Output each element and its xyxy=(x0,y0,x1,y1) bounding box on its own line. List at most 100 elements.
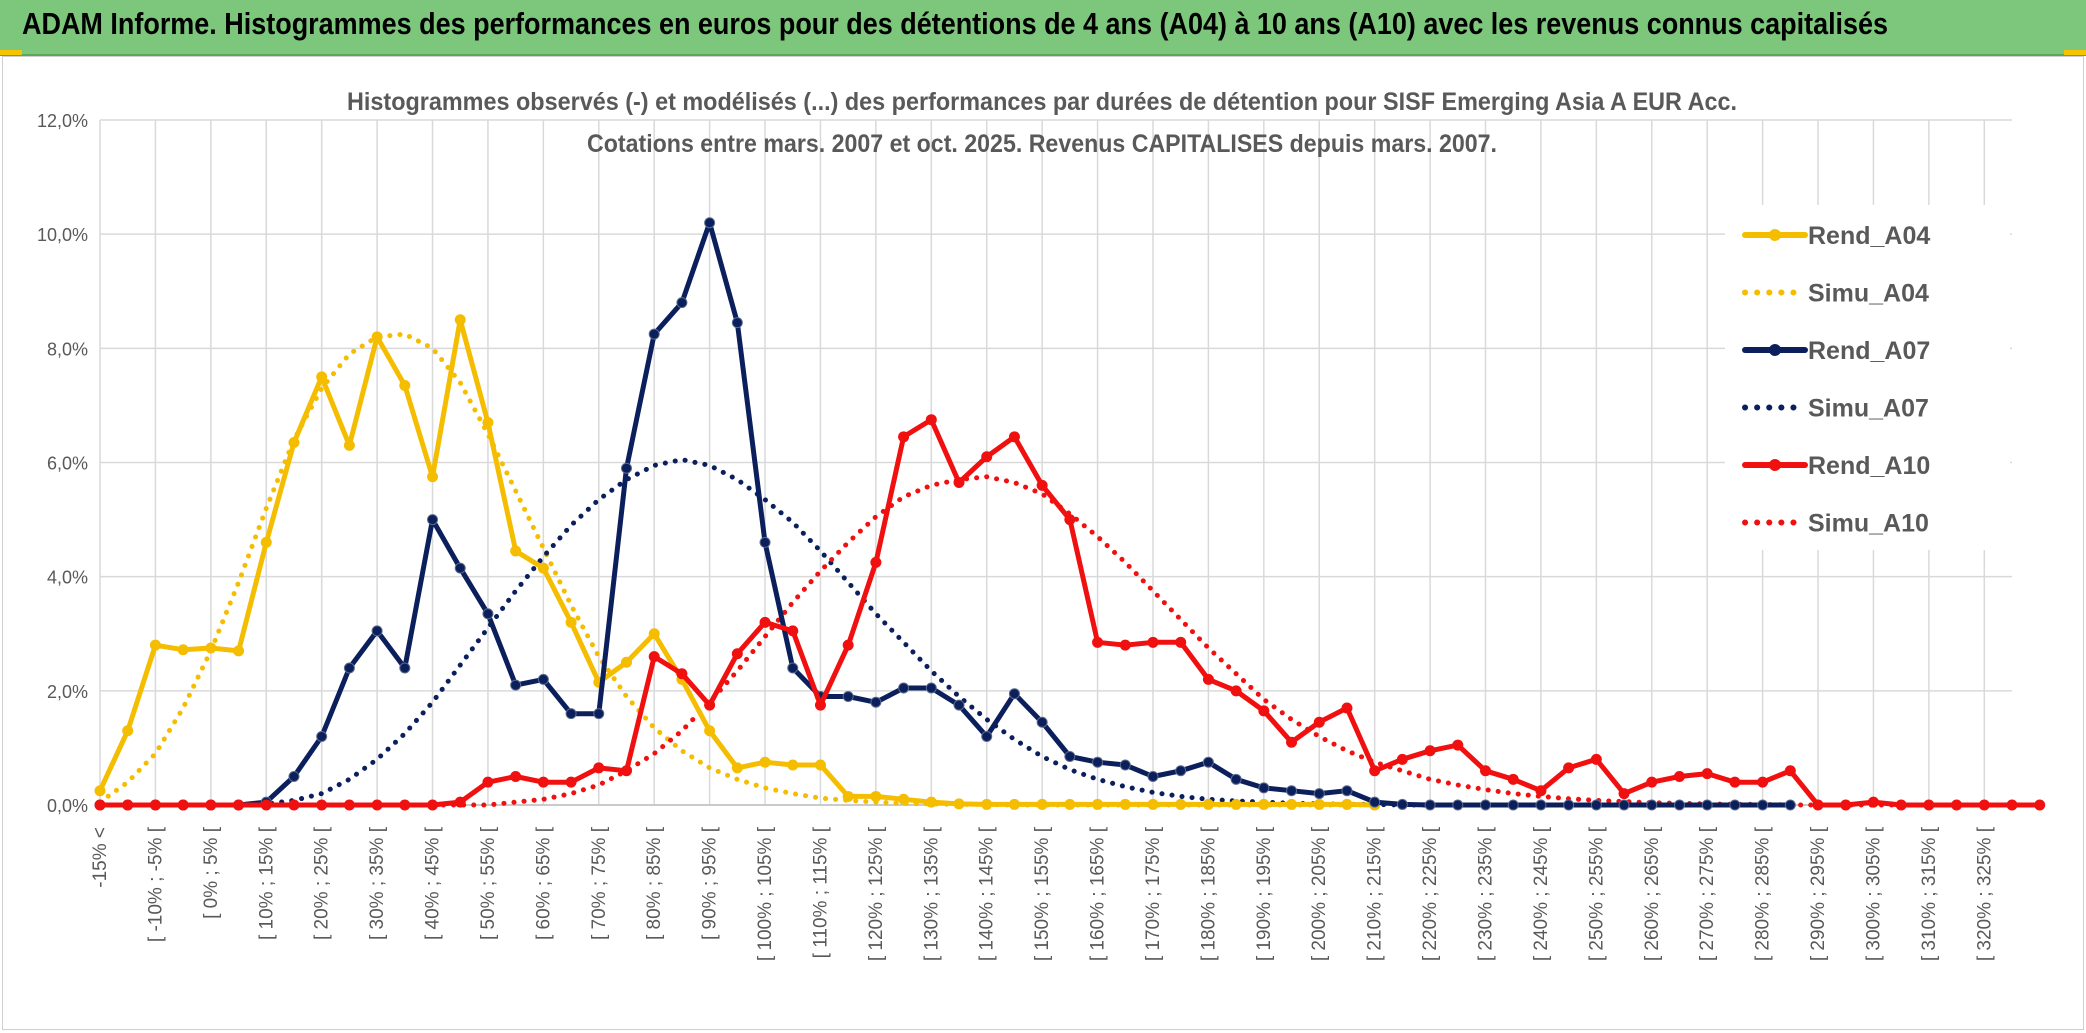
data-point-Rend_A10 xyxy=(620,765,632,777)
legend-marker-Rend_A10 xyxy=(1769,459,1781,471)
data-point-Rend_A10 xyxy=(1064,514,1076,526)
data-point-Rend_A10 xyxy=(1757,776,1769,788)
x-tick-label: [ 70% ; 75% [ xyxy=(589,826,610,940)
x-tick-label: [ 170% ; 175% [ xyxy=(1143,826,1164,961)
data-point-Rend_A04 xyxy=(537,562,549,574)
data-point-Rend_A10 xyxy=(1563,762,1575,774)
data-point-Rend_A10 xyxy=(1258,705,1270,717)
data-point-Rend_A10 xyxy=(1784,765,1796,777)
x-tick-label: [ 110% ; 115% [ xyxy=(810,826,831,958)
data-point-Rend_A04 xyxy=(1313,798,1325,810)
data-point-Rend_A07 xyxy=(399,662,411,674)
data-point-Rend_A10 xyxy=(399,799,411,811)
x-tick-label: [ 90% ; 95% [ xyxy=(700,826,721,940)
data-point-Rend_A10 xyxy=(427,799,439,811)
data-point-Rend_A07 xyxy=(1175,765,1187,777)
data-point-Rend_A04 xyxy=(1119,798,1131,810)
data-point-Rend_A07 xyxy=(870,696,882,708)
x-tick-label: [ 160% ; 165% [ xyxy=(1088,826,1109,961)
data-point-Rend_A10 xyxy=(1147,636,1159,648)
data-point-Rend_A04 xyxy=(1008,798,1020,810)
data-point-Rend_A07 xyxy=(731,317,743,329)
data-point-Rend_A07 xyxy=(1563,799,1575,811)
data-point-Rend_A07 xyxy=(898,682,910,694)
data-point-Rend_A04 xyxy=(787,759,799,771)
data-point-Rend_A04 xyxy=(94,785,106,797)
x-tick-label: [ 40% ; 45% [ xyxy=(423,826,444,940)
data-point-Rend_A07 xyxy=(593,708,605,720)
data-point-Rend_A10 xyxy=(814,699,826,711)
data-point-Rend_A04 xyxy=(316,371,328,383)
data-point-Rend_A10 xyxy=(787,625,799,637)
banner-title: ADAM Informe. Histogrammes des performan… xyxy=(22,6,1889,41)
data-point-Rend_A04 xyxy=(205,642,217,654)
data-point-Rend_A04 xyxy=(399,379,411,391)
data-point-Rend_A07 xyxy=(953,699,965,711)
data-point-Rend_A07 xyxy=(537,673,549,685)
data-point-Rend_A10 xyxy=(842,639,854,651)
chart-title-line1: Histogrammes observés (-) et modélisés (… xyxy=(347,88,1737,116)
y-axis: 0,0% 2,0% 4,0% 6,0% 8,0% 10,0% 12,0% xyxy=(37,111,88,816)
data-point-Rend_A07 xyxy=(482,608,494,620)
data-point-Rend_A04 xyxy=(1230,798,1242,810)
data-point-Rend_A04 xyxy=(1036,798,1048,810)
data-point-Rend_A10 xyxy=(981,451,993,463)
data-point-Rend_A10 xyxy=(1119,639,1131,651)
data-point-Rend_A04 xyxy=(510,545,522,557)
x-tick-label: [ 100% ; 105% [ xyxy=(755,826,776,961)
data-point-Rend_A07 xyxy=(371,625,383,637)
data-point-Rend_A07 xyxy=(1507,799,1519,811)
data-point-Rend_A04 xyxy=(898,793,910,805)
legend-marker-Rend_A07 xyxy=(1769,344,1781,356)
data-point-Rend_A07 xyxy=(1729,799,1741,811)
data-point-Rend_A10 xyxy=(1230,685,1242,697)
x-tick-label: [ 190% ; 195% [ xyxy=(1254,826,1275,961)
data-point-Rend_A07 xyxy=(759,536,771,548)
data-point-Rend_A04 xyxy=(870,790,882,802)
data-point-Rend_A10 xyxy=(676,668,688,680)
data-point-Rend_A10 xyxy=(1202,673,1214,685)
data-point-Rend_A07 xyxy=(981,731,993,742)
data-point-Rend_A04 xyxy=(953,798,965,810)
data-point-Rend_A10 xyxy=(260,799,272,811)
data-point-Rend_A04 xyxy=(1202,798,1214,810)
data-point-Rend_A10 xyxy=(1978,799,1990,811)
x-tick-label: [ 80% ; 85% [ xyxy=(644,826,665,940)
data-point-Rend_A10 xyxy=(1673,770,1685,782)
data-point-Rend_A04 xyxy=(620,656,632,668)
data-point-Rend_A07 xyxy=(1230,773,1242,785)
data-point-Rend_A10 xyxy=(1286,736,1298,748)
data-point-Rend_A04 xyxy=(1175,798,1187,810)
data-point-Rend_A10 xyxy=(1452,739,1464,751)
x-tick-label: [ 320% ; 325% [ xyxy=(1974,826,1995,961)
y-tick-label: 4,0% xyxy=(47,568,88,588)
data-point-Rend_A10 xyxy=(1618,788,1630,800)
legend-label-Rend_A10: Rend_A10 xyxy=(1808,452,1930,480)
data-point-Rend_A04 xyxy=(122,725,134,737)
data-point-Rend_A07 xyxy=(1119,759,1131,771)
data-point-Rend_A10 xyxy=(1951,799,1963,811)
x-tick-label: [ 250% ; 255% [ xyxy=(1586,826,1607,961)
series-line-Simu_A07 xyxy=(97,457,1793,808)
data-point-Rend_A04 xyxy=(842,790,854,802)
chart-frame xyxy=(2,56,2084,1030)
data-point-Rend_A10 xyxy=(593,762,605,774)
data-point-Rend_A07 xyxy=(1202,756,1214,768)
data-point-Rend_A10 xyxy=(565,776,577,788)
data-point-Rend_A10 xyxy=(1840,799,1852,811)
data-point-Rend_A07 xyxy=(1757,799,1769,811)
x-tick-label: [ 220% ; 225% [ xyxy=(1420,826,1441,961)
data-point-Rend_A04 xyxy=(648,628,660,640)
data-point-Rend_A04 xyxy=(343,439,355,451)
data-point-Rend_A07 xyxy=(925,682,937,694)
data-point-Rend_A04 xyxy=(565,616,577,628)
data-point-Rend_A07 xyxy=(454,562,466,574)
data-point-Rend_A10 xyxy=(1424,745,1436,757)
data-point-Rend_A10 xyxy=(2034,799,2046,811)
x-tick-label: [ 260% ; 265% [ xyxy=(1642,826,1663,961)
data-point-Rend_A10 xyxy=(1507,773,1519,785)
data-point-Rend_A04 xyxy=(233,645,245,657)
legend: Rend_A04 Simu_A04 Rend_A07 Simu_A07 Rend_A10… xyxy=(1725,205,2010,550)
data-point-Rend_A10 xyxy=(233,799,245,811)
data-point-Rend_A07 xyxy=(1646,799,1658,811)
